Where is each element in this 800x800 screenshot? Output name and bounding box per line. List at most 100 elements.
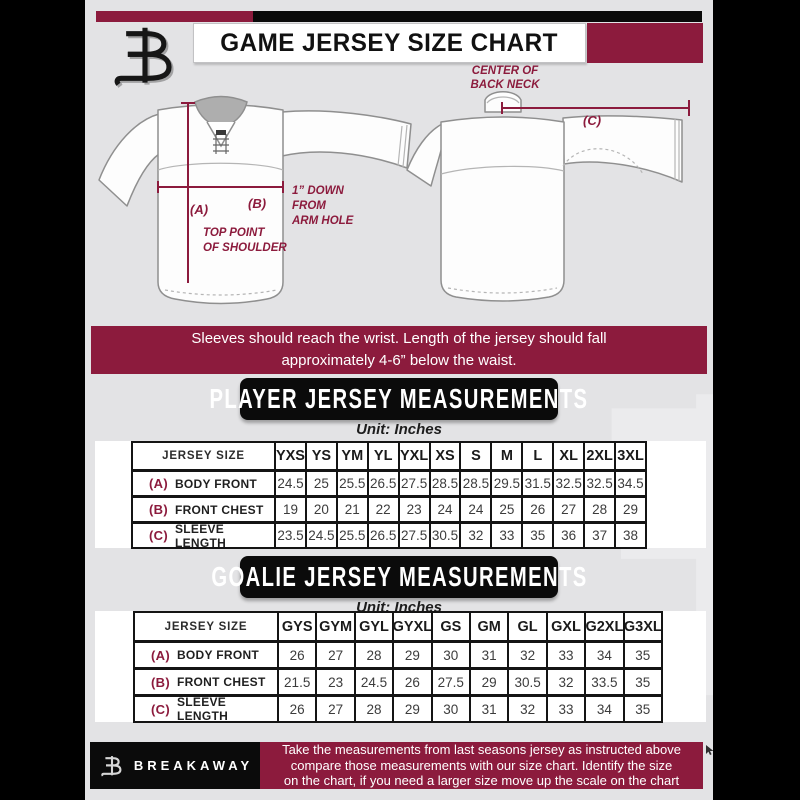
measurement-value: 33.5: [586, 667, 625, 694]
measurement-value: 26: [279, 640, 318, 667]
goalie-section-title: GOALIE JERSEY MEASUREMENTS: [211, 556, 586, 598]
fit-note-line1: Sleeves should reach the wrist. Length o…: [191, 330, 607, 347]
measurement-value: 28: [585, 495, 617, 521]
measurement-value: 19: [276, 495, 307, 521]
row-label: (B) FRONT CHEST: [133, 495, 276, 521]
size-column-header: YXS: [276, 443, 307, 469]
measurement-value: 27: [317, 694, 356, 721]
size-column-header: L: [523, 443, 555, 469]
jersey-measurement-diagram: (A) TOP POINT OF SHOULDER (B) 1” DOWN FR…: [98, 65, 690, 305]
measurement-value: 27.5: [399, 469, 431, 495]
player-table-band: JERSEY SIZE YXS YS YM YL YXL XS S M L XL 2XL 3XL (A) B…: [95, 441, 706, 549]
note-armhole-line1: 1” DOWN: [292, 185, 344, 197]
measure-key-a: (A): [190, 202, 208, 217]
measurement-value: 25.5: [337, 469, 369, 495]
measurement-value: 28.5: [461, 469, 493, 495]
note-back-neck-line1: CENTER OF: [472, 65, 539, 77]
measurement-value: 35: [624, 694, 663, 721]
measurement-value: 23.5: [276, 521, 307, 547]
header-top-bar-accent: [96, 11, 253, 22]
chart-content-area: GAME JERSEY SIZE CHART: [85, 0, 713, 800]
measurement-value: 29: [394, 640, 433, 667]
measurement-value: 32: [461, 521, 493, 547]
footer-brand-block: BREAKAWAY: [90, 742, 260, 789]
measurement-value: 37: [585, 521, 617, 547]
measurement-value: 24.5: [355, 667, 395, 694]
measurement-value: 29: [471, 667, 510, 694]
row-label: (A) BODY FRONT: [133, 469, 276, 495]
measurement-value: 20: [306, 495, 338, 521]
player-unit-label: Unit: Inches: [356, 421, 442, 438]
measurement-value: 32: [509, 694, 548, 721]
size-column-header: YS: [307, 443, 338, 469]
measurement-value: 24.5: [276, 469, 307, 495]
size-column-header: GYM: [317, 613, 356, 640]
measurement-annotations: (A) TOP POINT OF SHOULDER (B) 1” DOWN FR…: [157, 65, 690, 283]
breakaway-b-logo-small-icon: [101, 755, 122, 777]
measurement-value: 23: [399, 495, 431, 521]
breakaway-b-logo-icon: [114, 27, 172, 86]
size-column-header: 3XL: [616, 443, 647, 469]
row-label: (C) SLEEVE LENGTH: [133, 521, 276, 547]
measurement-value: 30.5: [430, 521, 462, 547]
size-column-header: GM: [471, 613, 510, 640]
size-column-header: G3XL: [625, 613, 663, 640]
measurement-value: 35: [624, 640, 663, 667]
measurement-value: 33: [547, 694, 587, 721]
note-armhole-line2: FROM: [292, 200, 326, 212]
mouse-cursor-icon: [706, 745, 713, 755]
measurement-value: 27: [317, 640, 356, 667]
footer-instructions: Take the measurements from last seasons …: [260, 742, 703, 789]
measurement-value: 22: [368, 495, 400, 521]
footer-instruction-line2: compare those measurements with our size…: [290, 757, 673, 773]
size-column-header: YXL: [400, 443, 431, 469]
size-column-header: S: [461, 443, 493, 469]
size-column-header: YM: [338, 443, 369, 469]
measurement-value: 29: [394, 694, 433, 721]
measurement-value: 24.5: [306, 521, 338, 547]
title-accent-block: [587, 23, 703, 63]
measurement-value: 26.5: [368, 521, 400, 547]
measurement-value: 35: [523, 521, 555, 547]
fit-note-banner: Sleeves should reach the wrist. Length o…: [91, 326, 707, 374]
measurement-value: 32: [509, 640, 548, 667]
measure-key-c: (C): [583, 113, 601, 128]
size-column-header: GXL: [548, 613, 587, 640]
measurement-value: 33: [492, 521, 524, 547]
measurement-value: 25: [306, 469, 338, 495]
footer-instruction-line3: on the chart, if you need a larger size …: [283, 773, 680, 789]
page-title-text: GAME JERSEY SIZE CHART: [220, 28, 559, 57]
size-column-header: GYXL: [394, 613, 433, 640]
row-label: (B) FRONT CHEST: [135, 667, 279, 694]
measurement-value: 21.5: [279, 667, 318, 694]
measurement-value: 32.5: [585, 469, 617, 495]
header-top-bar: [96, 11, 702, 22]
measurement-value: 31: [471, 694, 510, 721]
row-label: (C) SLEEVE LENGTH: [135, 694, 279, 721]
measurement-value: 29: [616, 495, 647, 521]
row-label: (A) BODY FRONT: [135, 640, 279, 667]
measurement-value: 26: [523, 495, 555, 521]
back-jersey-illustration: [406, 91, 683, 302]
measurement-value: 24: [461, 495, 493, 521]
measurement-value: 24: [430, 495, 462, 521]
measurement-value: 31.5: [523, 469, 555, 495]
table-corner-header: JERSEY SIZE: [133, 443, 276, 469]
size-column-header: 2XL: [585, 443, 617, 469]
measurement-value: 30: [432, 694, 471, 721]
page-title: GAME JERSEY SIZE CHART: [193, 23, 586, 63]
fit-note-line2: approximately 4-6” below the waist.: [281, 352, 517, 369]
measurement-value: 29.5: [492, 469, 524, 495]
measurement-value: 30: [432, 640, 471, 667]
footer-instruction-line1: Take the measurements from last seasons …: [282, 742, 681, 758]
measurement-value: 28: [355, 640, 395, 667]
measurement-value: 30.5: [509, 667, 548, 694]
footer: BREAKAWAY Take the measurements from las…: [90, 742, 703, 789]
note-back-neck-line2: BACK NECK: [471, 79, 541, 91]
size-column-header: GYL: [356, 613, 395, 640]
measurement-value: 38: [616, 521, 647, 547]
measurement-value: 34: [586, 694, 625, 721]
measurement-value: 32.5: [554, 469, 586, 495]
measurement-value: 33: [547, 640, 587, 667]
